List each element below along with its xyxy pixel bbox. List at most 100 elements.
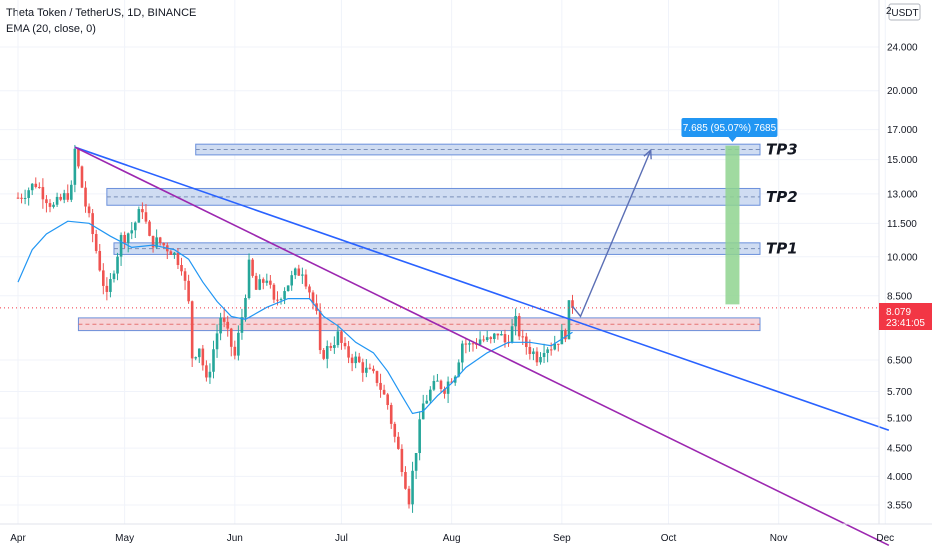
candle-body [382, 389, 386, 395]
candle-body [340, 331, 343, 343]
candle-body [194, 357, 198, 359]
month-label: Apr [10, 533, 26, 544]
candle-body [94, 234, 98, 251]
candle-body [322, 350, 325, 359]
top-partial-tick: 2 [886, 6, 892, 17]
candle-body [23, 197, 27, 199]
candle-body [73, 148, 77, 185]
candle-body [308, 286, 311, 293]
candle-body [336, 331, 340, 346]
candle-body [84, 187, 87, 207]
projection-arrow[interactable] [571, 149, 652, 318]
price-tick-label: 11.500 [887, 219, 917, 230]
month-label: Oct [661, 533, 677, 544]
measure-callout: 7.685 (95.07%) 7685 [681, 118, 778, 142]
zone-label-tp3: TP3 [766, 141, 798, 159]
candle-body [148, 221, 151, 236]
candle-body [329, 346, 333, 348]
ema-line [17, 220, 573, 415]
candle-body [549, 349, 553, 351]
candle-body [496, 333, 500, 336]
candle-body [521, 336, 525, 338]
candle-body [556, 343, 560, 345]
candle-body [553, 343, 557, 350]
candle-body [347, 346, 350, 358]
candle-body [173, 252, 176, 256]
candle-body [301, 274, 304, 276]
candle-body [571, 300, 574, 308]
candle-body [354, 356, 357, 364]
price-tick-label: 15.000 [887, 155, 918, 166]
candle-body [258, 279, 262, 290]
zone-support[interactable] [77, 317, 761, 332]
blue-trendline[interactable] [74, 146, 890, 431]
candle-body [205, 365, 208, 378]
candle-body [325, 346, 329, 359]
candle-body [514, 315, 517, 327]
candle-body [62, 193, 66, 200]
currency-badge[interactable] [888, 3, 921, 21]
candle-body [461, 343, 464, 363]
candle-body [297, 268, 301, 276]
candle-body [532, 351, 535, 355]
candle-body [464, 343, 468, 345]
candle-body [208, 371, 212, 378]
last-price-tag: 8.079 23:41:05 [879, 303, 932, 330]
candle-body [116, 256, 119, 274]
candle-body [45, 199, 48, 204]
candle-body [105, 285, 109, 292]
candle-body [183, 271, 187, 281]
symbol-title: Theta Token / TetherUS, 1D, BINANCE [6, 7, 197, 19]
candle-body [265, 280, 269, 283]
drawings: 7.685 (95.07%) 7685 [0, 118, 890, 547]
candle-body [240, 317, 244, 333]
candle-body [500, 334, 503, 336]
candle-body [397, 436, 400, 449]
candle-body [350, 357, 354, 364]
last-price-countdown: 23:41:05 [886, 318, 925, 329]
candle-body [141, 209, 144, 213]
candle-body [119, 234, 123, 257]
candle-body [318, 310, 322, 351]
price-tick-label: 13.000 [887, 189, 918, 200]
price-tick-label: 5.700 [887, 387, 912, 398]
price-tick-label: 4.000 [887, 472, 912, 483]
candle-body [80, 166, 84, 188]
candle-body [293, 268, 297, 276]
price-tick-label: 20.000 [887, 86, 918, 97]
price-axis: USDT 2 24.000 20.000 17.000 15.000 13.000 11.… [878, 0, 921, 524]
candle-body [446, 381, 450, 394]
candle-body [52, 204, 55, 207]
candle-body [158, 237, 162, 243]
zone-label-tp1: TP1 [766, 240, 798, 258]
candle-body [386, 394, 389, 406]
price-tick-label: 6.500 [887, 356, 912, 367]
candle-body [55, 196, 59, 205]
month-label: Dec [876, 533, 894, 544]
candle-body [219, 317, 222, 334]
candle-body [176, 252, 180, 266]
measure-bar[interactable] [725, 145, 740, 305]
candle-body [137, 209, 141, 223]
candle-body [59, 196, 62, 200]
candle-body [162, 242, 166, 246]
candle-body [468, 343, 471, 345]
price-tick-label: 5.100 [887, 414, 912, 425]
price-tick-label: 17.000 [887, 125, 918, 136]
candle-body [286, 285, 290, 292]
month-label: Nov [770, 533, 788, 544]
candle-body [510, 326, 514, 343]
purple-trendline[interactable] [74, 146, 890, 547]
price-tick-label: 8.500 [887, 291, 912, 302]
candle-body [244, 298, 247, 318]
candle-body [254, 275, 258, 290]
candle-body [432, 381, 436, 390]
candle-body [372, 368, 375, 372]
candle-body [457, 362, 461, 377]
candle-body [443, 388, 446, 394]
measure-callout-text: 7.685 (95.07%) 7685 [683, 123, 777, 134]
month-label: Aug [443, 533, 461, 544]
candle-body [539, 357, 542, 363]
candle-body [304, 274, 308, 287]
